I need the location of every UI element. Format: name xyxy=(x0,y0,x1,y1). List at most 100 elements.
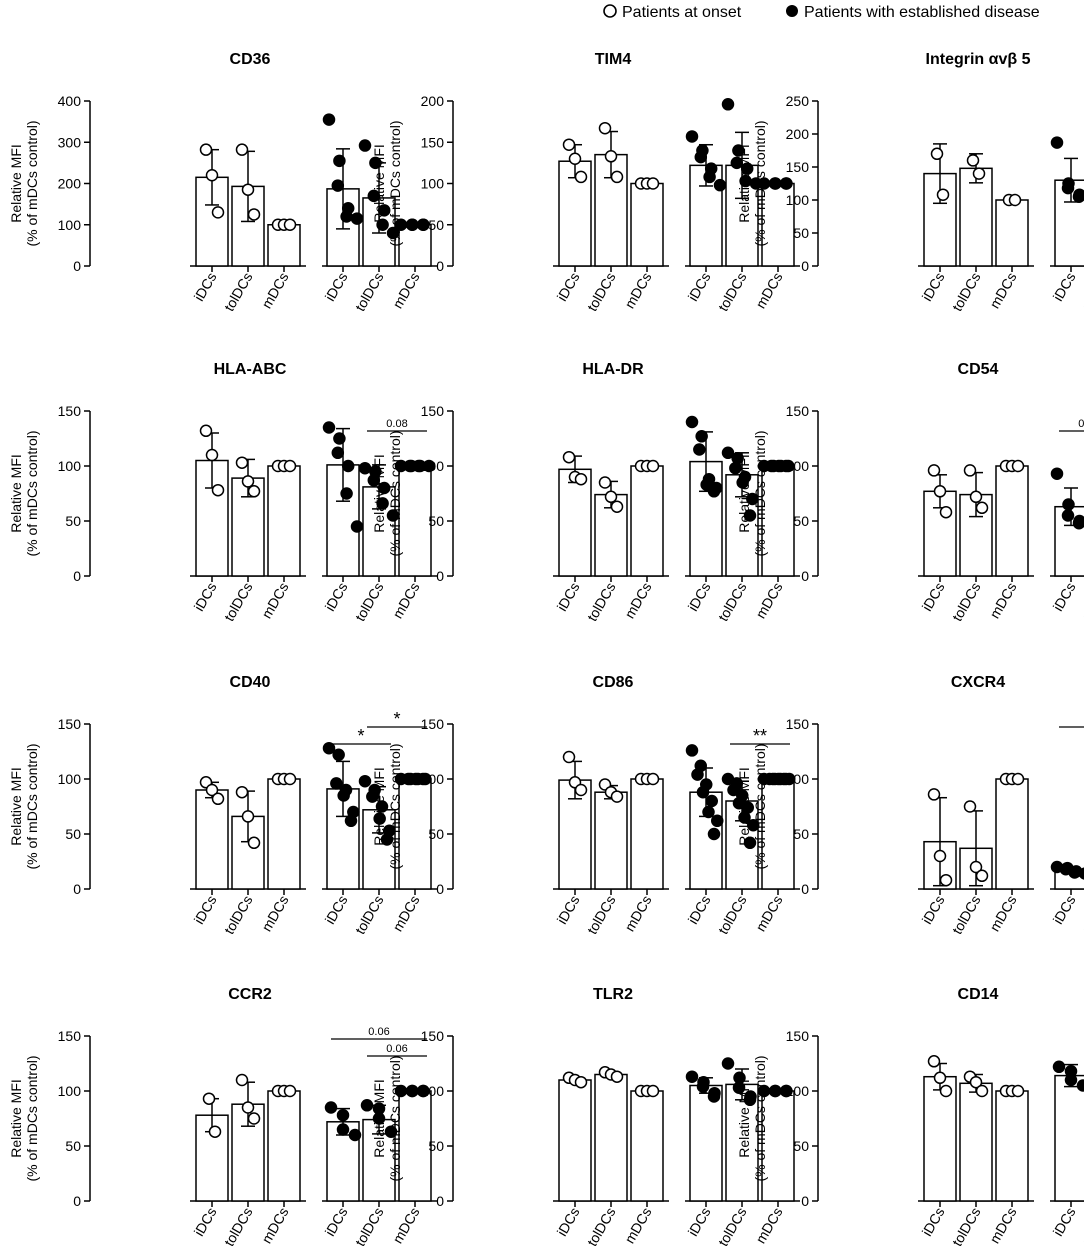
x-tick-label: iDCs xyxy=(919,893,948,927)
data-point-onset xyxy=(927,464,941,477)
data-point-established xyxy=(360,1099,374,1112)
y-tick-label: 150 xyxy=(421,403,445,419)
x-tick-label: tolDCs xyxy=(352,893,387,937)
data-point-onset xyxy=(562,138,576,151)
data-point-established xyxy=(702,805,715,819)
y-tick-label: 100 xyxy=(421,458,445,474)
bar xyxy=(195,789,229,890)
x-tick-label: iDCs xyxy=(554,270,583,304)
bar xyxy=(398,224,432,267)
bar xyxy=(630,778,664,890)
data-point-onset xyxy=(939,1084,953,1098)
x-tick-label: tolDCs xyxy=(584,580,619,624)
y-tick-label: 0 xyxy=(436,258,444,274)
significance-label: * xyxy=(393,709,400,729)
data-point-established xyxy=(685,1070,699,1083)
x-tick-label: tolDCs xyxy=(1080,893,1084,937)
x-tick-label: mDCs xyxy=(258,580,291,622)
data-point-established xyxy=(696,785,710,799)
y-axis-label-line2: (% of mDCs control) xyxy=(24,743,40,869)
bar xyxy=(267,778,301,890)
data-point-established xyxy=(779,177,793,190)
x-tick-label: mDCs xyxy=(986,580,1019,622)
data-point-established xyxy=(721,98,735,111)
legend-established-label: Patients with established disease xyxy=(804,4,1040,21)
bar xyxy=(923,1075,957,1202)
bar xyxy=(761,182,795,267)
data-point-established xyxy=(376,218,389,231)
data-point-established xyxy=(1064,1073,1078,1087)
data-point-established xyxy=(746,492,759,506)
data-point-onset xyxy=(966,154,980,167)
data-point-established xyxy=(377,204,391,217)
y-axis-label: Relative MFI xyxy=(736,144,752,223)
x-tick-label: iDCs xyxy=(1050,270,1079,304)
data-point-established xyxy=(422,459,436,473)
data-point-onset xyxy=(574,170,588,184)
x-tick-label: mDCs xyxy=(258,270,291,312)
bar xyxy=(267,1090,301,1202)
data-point-established xyxy=(779,459,793,473)
x-tick-label: tolDCs xyxy=(949,580,984,624)
data-point-established xyxy=(348,1128,362,1142)
data-point-onset xyxy=(562,750,576,764)
y-tick-label: 150 xyxy=(421,716,445,732)
data-point-onset xyxy=(1008,193,1022,207)
data-point-established xyxy=(743,836,757,850)
y-tick-label: 150 xyxy=(786,403,810,419)
y-tick-label: 50 xyxy=(65,513,81,529)
significance-label: 0.06 xyxy=(386,1043,407,1055)
data-point-established xyxy=(738,811,751,824)
data-point-onset xyxy=(283,772,297,786)
y-axis-label: Relative MFI xyxy=(371,1079,387,1158)
chart-title: HLA-DR xyxy=(582,361,644,378)
data-point-established xyxy=(324,1101,338,1114)
data-point-onset xyxy=(610,790,624,803)
data-point-onset xyxy=(927,1055,941,1068)
data-point-established xyxy=(330,777,343,790)
y-axis-label: Relative MFI xyxy=(371,144,387,223)
data-point-onset xyxy=(208,1125,222,1138)
x-tick-label: mDCs xyxy=(752,893,785,935)
chart-title: CD14 xyxy=(958,986,999,1003)
data-point-established xyxy=(373,812,386,825)
data-point-established xyxy=(736,476,749,489)
significance-label: 0.06 xyxy=(1078,418,1084,430)
y-tick-label: 150 xyxy=(58,403,82,419)
data-point-established xyxy=(340,487,353,500)
bar xyxy=(630,182,664,267)
data-point-onset xyxy=(610,1070,624,1083)
data-point-onset xyxy=(963,800,977,813)
data-point-onset xyxy=(646,772,660,786)
data-point-established xyxy=(743,509,757,522)
y-axis-label: Relative MFI xyxy=(371,454,387,533)
data-point-onset xyxy=(205,169,219,182)
x-tick-label: iDCs xyxy=(191,893,220,927)
data-point-established xyxy=(732,1081,746,1094)
x-tick-label: iDCs xyxy=(919,270,948,304)
y-tick-label: 150 xyxy=(786,716,810,732)
data-point-onset xyxy=(598,121,612,135)
data-point-onset xyxy=(933,849,947,863)
bar xyxy=(1054,1074,1084,1202)
chart-title: CD40 xyxy=(230,674,271,691)
x-tick-label: tolDCs xyxy=(1080,270,1084,314)
x-tick-label: tolDCs xyxy=(221,1205,256,1249)
chart-title: CD54 xyxy=(958,361,999,378)
chart-title: CCR2 xyxy=(228,986,272,1003)
data-point-established xyxy=(416,218,430,231)
bar xyxy=(689,1084,723,1202)
data-point-established xyxy=(322,113,336,126)
data-point-established xyxy=(416,772,430,786)
y-tick-label: 100 xyxy=(58,217,82,233)
data-point-onset xyxy=(247,1112,261,1125)
x-tick-label: mDCs xyxy=(621,270,654,312)
data-point-onset xyxy=(930,147,944,161)
y-axis-label: Relative MFI xyxy=(8,144,24,223)
x-tick-label: iDCs xyxy=(191,580,220,614)
bar xyxy=(398,778,432,890)
data-point-onset xyxy=(574,783,588,797)
x-tick-label: tolDCs xyxy=(221,893,256,937)
